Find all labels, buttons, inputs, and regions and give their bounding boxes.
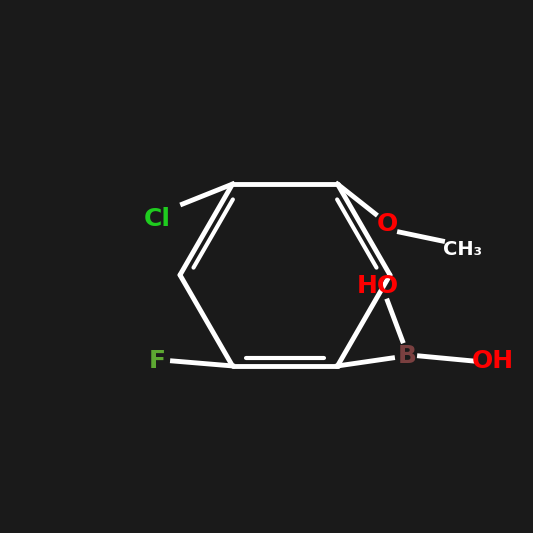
Text: Cl: Cl (144, 207, 171, 231)
Text: F: F (149, 349, 166, 373)
Text: O: O (377, 212, 398, 236)
Text: OH: OH (471, 349, 514, 373)
Text: CH₃: CH₃ (443, 239, 482, 259)
Text: HO: HO (357, 274, 399, 298)
Text: B: B (398, 344, 417, 368)
